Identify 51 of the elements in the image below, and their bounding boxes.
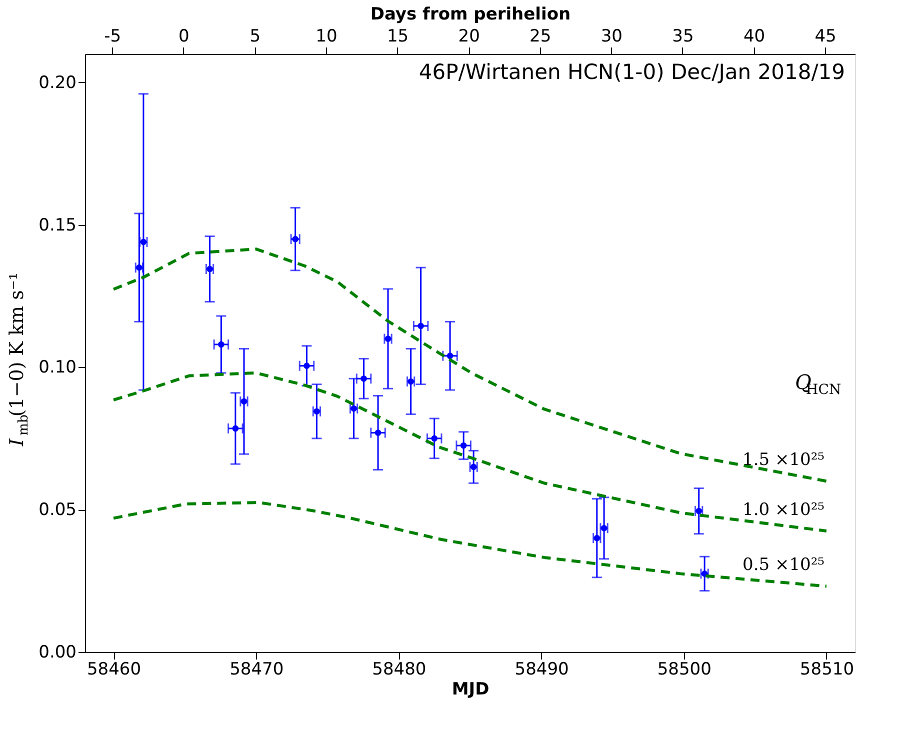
point [136,264,142,271]
point [314,408,320,415]
x-tick-label: 58490 [514,660,569,680]
line-series [112,501,828,588]
x-tick-label: 58480 [372,660,426,680]
x2-tick-label: 35 [672,26,694,46]
y-tick-label: 0.10 [38,358,76,378]
x-axis-title: MJD [452,680,490,700]
y-axis-title: Imb(1−0) K km s⁻¹ [6,272,32,448]
y-tick-label: 0.00 [38,642,76,662]
point [206,266,213,272]
x-tick-label: 58510 [800,660,854,680]
point [408,378,414,385]
chart-title: 46P/Wirtanen HCN(1-0) Dec/Jan 2018/19 [418,60,845,84]
series-label: 1.5 ×10²⁵ [742,450,825,470]
x2-tick-label: -5 [104,26,122,46]
point [470,464,477,470]
x2-tick-label: 45 [814,26,836,46]
point [418,322,424,330]
point [360,375,367,382]
y-tick-label: 0.20 [38,72,76,93]
point [431,435,438,442]
point [696,508,702,514]
x2-tick-label: 25 [530,26,552,46]
x2-tick-label: 40 [743,26,766,46]
x2-tick-label: 15 [386,26,409,46]
x2-axis-title: Days from perihelion [370,4,571,24]
x2-tick-label: 30 [600,26,622,46]
x-tick-label: 58500 [657,660,712,680]
x2-tick-label: 10 [316,26,338,46]
x2-tick-label: 0 [178,26,190,46]
point [600,524,608,532]
series-label: 0.5 ×10²⁵ [742,555,825,576]
x-tick-label: 58460 [86,660,142,680]
point [140,238,147,246]
point [240,398,248,405]
point [446,352,454,360]
y-tick-label: 0.15 [38,215,76,236]
x2-tick-label: 20 [458,26,480,46]
point [304,362,310,369]
point [232,425,239,432]
point [594,534,600,542]
x2-tick-label: 5 [250,26,261,46]
point [218,341,224,348]
y-tick-label: 0.05 [38,500,76,520]
series-label: 1.0 ×10²⁵ [742,500,825,520]
point [460,442,467,449]
x-tick-label: 58470 [230,660,284,680]
point [350,405,357,412]
point [374,430,382,436]
point [384,336,392,342]
